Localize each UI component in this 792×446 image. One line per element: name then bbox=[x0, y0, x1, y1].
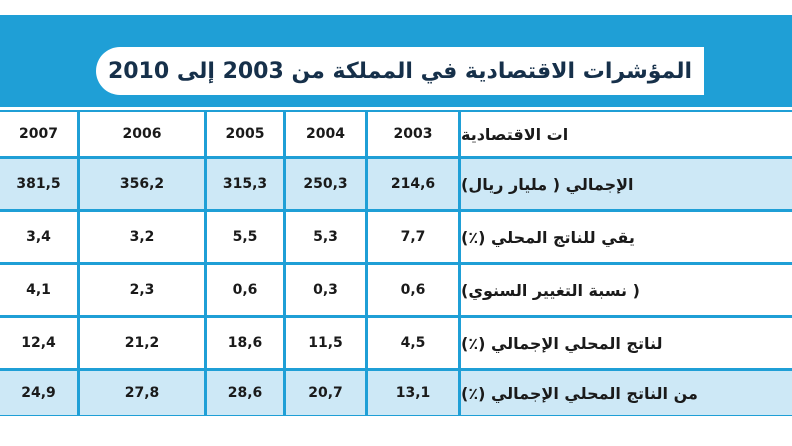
header-year-2006: 2006 bbox=[80, 112, 204, 156]
table-cell: 0,3 bbox=[286, 265, 365, 315]
table-cell: 13,1 bbox=[368, 371, 458, 415]
table-cell: 18,6 bbox=[207, 318, 283, 368]
header-year-2005: 2005 bbox=[207, 112, 283, 156]
page-bottom-margin bbox=[0, 416, 792, 446]
table-cell: 2,3 bbox=[80, 265, 204, 315]
header-year-2007: 2007 bbox=[0, 112, 77, 156]
table-cell: 27,8 bbox=[80, 371, 204, 415]
table-cell: 5,3 bbox=[286, 212, 365, 262]
table-cell: 0,6 bbox=[368, 265, 458, 315]
row-label: لناتج المحلي الإجمالي (٪) bbox=[461, 318, 792, 368]
header-year-2004: 2004 bbox=[286, 112, 365, 156]
header-indicators-label: ات الاقتصادية bbox=[461, 112, 792, 156]
row-label: الإجمالي ( مليار ريال) bbox=[461, 159, 792, 209]
title-pill: المؤشرات الاقتصادية في المملكة من 2003 إ… bbox=[96, 47, 704, 95]
table-cell: 7,7 bbox=[368, 212, 458, 262]
table-cell: 0,6 bbox=[207, 265, 283, 315]
table-cell: 315,3 bbox=[207, 159, 283, 209]
table-cell: 11,5 bbox=[286, 318, 365, 368]
table-cell: 356,2 bbox=[80, 159, 204, 209]
row-label: ( نسبة التغيير السنوي) bbox=[461, 265, 792, 315]
table-cell: 381,5 bbox=[0, 159, 77, 209]
table-title: المؤشرات الاقتصادية في المملكة من 2003 إ… bbox=[107, 58, 693, 84]
table-cell: 4,1 bbox=[0, 265, 77, 315]
table-cell: 20,7 bbox=[286, 371, 365, 415]
table-cell: 5,5 bbox=[207, 212, 283, 262]
table-cell: 4,5 bbox=[368, 318, 458, 368]
row-label: من الناتج المحلي الإجمالي (٪) bbox=[461, 371, 792, 415]
table-cell: 12,4 bbox=[0, 318, 77, 368]
table-cell: 21,2 bbox=[80, 318, 204, 368]
table-cell: 250,3 bbox=[286, 159, 365, 209]
table-cell: 28,6 bbox=[207, 371, 283, 415]
header-year-2003: 2003 bbox=[368, 112, 458, 156]
table-cell: 214,6 bbox=[368, 159, 458, 209]
table-cell: 3,2 bbox=[80, 212, 204, 262]
row-label: يقي للناتج المحلي (٪) bbox=[461, 212, 792, 262]
table-cell: 24,9 bbox=[0, 371, 77, 415]
table-cell: 3,4 bbox=[0, 212, 77, 262]
